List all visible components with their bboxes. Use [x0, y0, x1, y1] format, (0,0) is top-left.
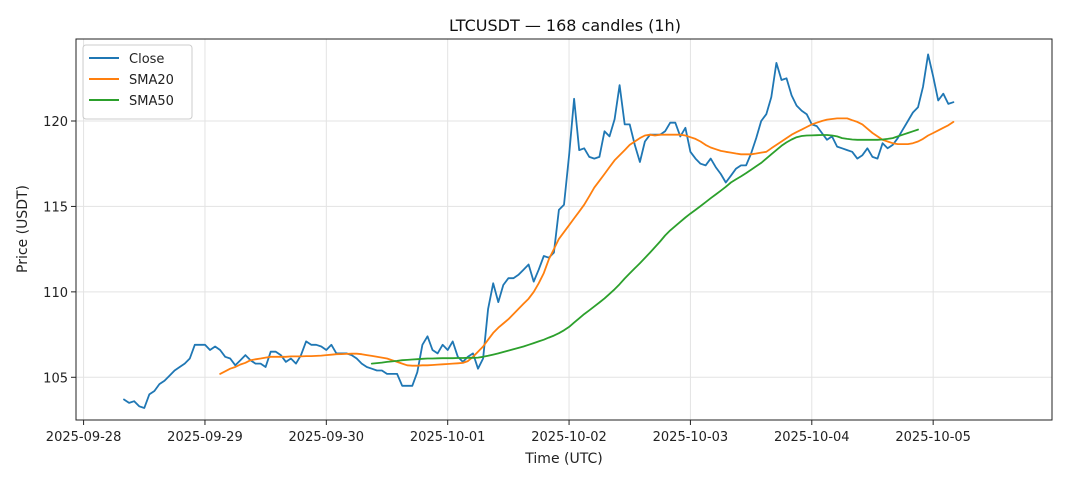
series-layer — [123, 53, 955, 409]
legend-label-close: Close — [129, 52, 164, 67]
x-tick-label: 2025-10-03 — [653, 430, 729, 445]
series-line-sma50 — [370, 128, 919, 365]
x-axis-title: Time (UTC) — [524, 451, 602, 467]
x-tick-label: 2025-10-02 — [531, 430, 607, 445]
y-tick-label: 115 — [43, 200, 68, 215]
x-tick-label: 2025-09-29 — [167, 430, 243, 445]
y-tick-label: 110 — [43, 286, 68, 301]
y-tick-label: 120 — [43, 115, 68, 130]
legend-label-sma20: SMA20 — [129, 73, 174, 88]
y-axis-title: Price (USDT) — [15, 185, 31, 273]
x-tick-label: 2025-10-04 — [774, 430, 850, 445]
x-axis-ticks: 2025-09-28 2025-09-29 2025-09-30 2025-10-01… — [46, 420, 971, 445]
legend: Close SMA20 SMA50 — [82, 44, 193, 120]
series-line-close — [123, 53, 955, 409]
legend-label-sma50: SMA50 — [129, 94, 174, 109]
x-tick-label: 2025-10-05 — [895, 430, 971, 445]
x-tick-label: 2025-09-30 — [289, 430, 365, 445]
y-axis-ticks: 105 110 115 120 — [43, 115, 76, 386]
chart-title: LTCUSDT — 168 candles (1h) — [449, 16, 681, 35]
x-tick-label: 2025-09-28 — [46, 430, 122, 445]
plot-frame — [75, 38, 1053, 421]
y-tick-label: 105 — [43, 371, 68, 386]
series-line-sma20 — [219, 117, 955, 375]
grid-lines — [76, 39, 1052, 420]
x-tick-label: 2025-10-01 — [410, 430, 486, 445]
